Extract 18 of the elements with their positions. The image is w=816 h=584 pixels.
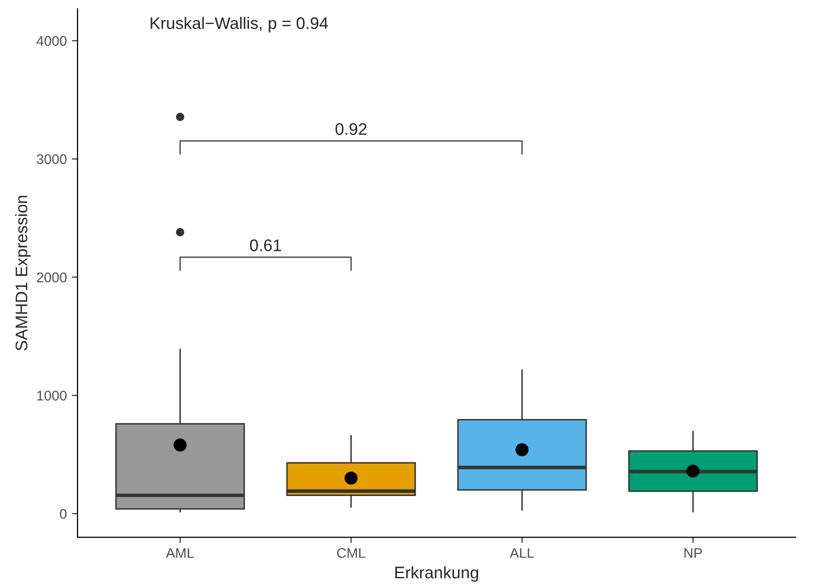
point [174,438,187,452]
point [686,464,700,478]
x-axis-title: Erkrankung [395,566,478,582]
y-axis-title: SAMHD1 Expression [15,196,31,351]
annotation: 0.61 [250,239,281,252]
y-tick-label: 0 [60,508,67,519]
x-tick-label: NP [684,548,702,558]
annotation: 0.92 [336,123,366,135]
annotation: Kruskal−Wallis, p = 0.94 [150,16,328,32]
x-tick-label: CML [337,548,366,558]
x-tick-label: ALL [510,548,534,558]
y-tick-label: 1000 [37,390,67,401]
point [344,472,358,485]
y-tick-label: 4000 [36,36,67,46]
y-tick-label: 3000 [36,154,67,164]
point [516,443,529,456]
x-tick-label: AML [166,548,194,558]
y-tick-label: 2000 [36,272,67,282]
